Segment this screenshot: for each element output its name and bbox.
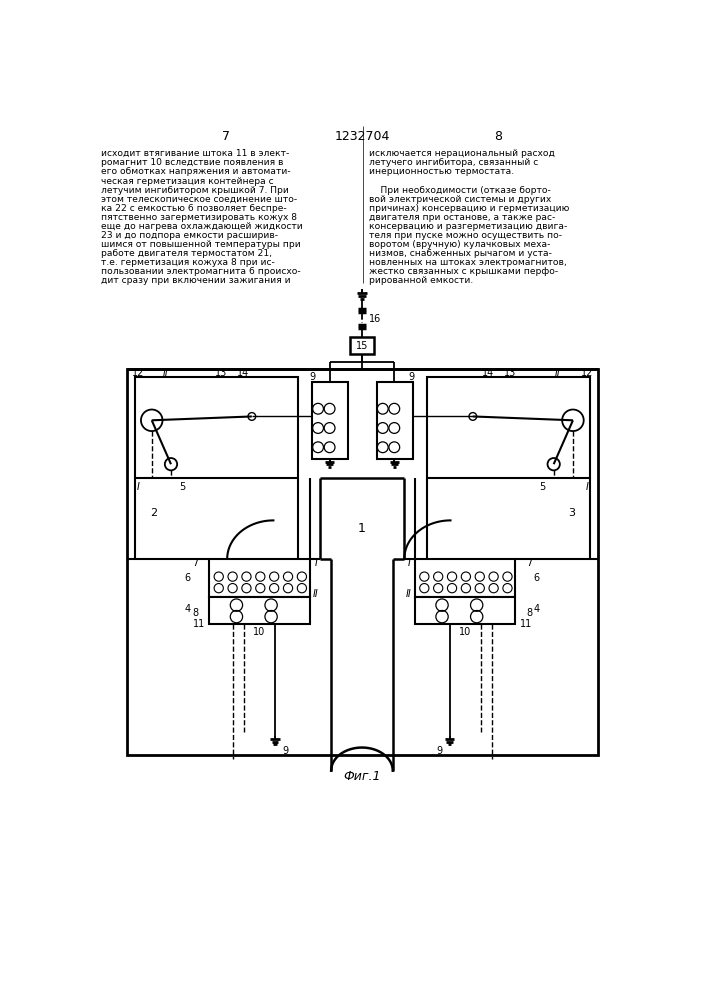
Text: 3: 3 <box>568 508 575 518</box>
Text: 4: 4 <box>534 604 540 614</box>
Text: ка 22 с емкостью 6 позволяет беспре-: ка 22 с емкостью 6 позволяет беспре- <box>101 204 286 213</box>
Text: двигателя при останове, а также рас-: двигателя при останове, а также рас- <box>369 213 555 222</box>
Text: 4: 4 <box>185 604 191 614</box>
Text: 11: 11 <box>520 619 532 629</box>
Text: II: II <box>406 589 411 599</box>
Bar <box>415 597 515 624</box>
Text: 16: 16 <box>369 314 381 324</box>
Text: рированной емкости.: рированной емкости. <box>369 276 473 285</box>
Text: новленных на штоках электромагнитов,: новленных на штоках электромагнитов, <box>369 258 566 267</box>
Text: теля при пуске можно осуществить по-: теля при пуске можно осуществить по- <box>369 231 562 240</box>
Text: 15: 15 <box>356 341 368 351</box>
Text: 8: 8 <box>494 130 502 143</box>
Text: низмов, снабженных рычагом и уста-: низмов, снабженных рычагом и уста- <box>369 249 551 258</box>
Bar <box>209 597 310 624</box>
Text: 7: 7 <box>526 558 532 568</box>
Text: 9: 9 <box>408 372 414 382</box>
Text: летучим ингибитором крышкой 7. При: летучим ингибитором крышкой 7. При <box>101 186 288 195</box>
Text: II: II <box>313 589 319 599</box>
Text: т.е. герметизация кожуха 8 при ис-: т.е. герметизация кожуха 8 при ис- <box>101 258 275 267</box>
Text: 1232704: 1232704 <box>334 130 390 143</box>
Bar <box>351 337 373 354</box>
Text: еще до нагрева охлаждающей жидкости: еще до нагрева охлаждающей жидкости <box>101 222 303 231</box>
Text: 14: 14 <box>482 368 494 378</box>
Text: 14: 14 <box>236 368 249 378</box>
Bar <box>135 377 298 478</box>
Text: 6: 6 <box>534 573 540 583</box>
Text: 11: 11 <box>192 619 205 629</box>
Text: Фиг.1: Фиг.1 <box>343 770 380 783</box>
Text: 10: 10 <box>459 627 472 637</box>
Text: инерционностью термостата.: инерционностью термостата. <box>369 167 514 176</box>
Bar <box>377 382 413 459</box>
Text: исходит втягивание штока 11 в элект-: исходит втягивание штока 11 в элект- <box>101 149 289 158</box>
Text: 12: 12 <box>580 368 593 378</box>
Text: 7: 7 <box>223 130 230 143</box>
Text: 12: 12 <box>132 368 144 378</box>
Text: воротом (вручную) кулачковых меха-: воротом (вручную) кулачковых меха- <box>369 240 550 249</box>
Text: II: II <box>555 368 561 378</box>
Text: летучего ингибитора, связанный с: летучего ингибитора, связанный с <box>369 158 538 167</box>
Text: дит сразу при включении зажигания и: дит сразу при включении зажигания и <box>101 276 291 285</box>
Bar <box>312 382 348 459</box>
Text: этом телескопическое соединение што-: этом телескопическое соединение што- <box>101 195 297 204</box>
Text: 9: 9 <box>310 372 316 382</box>
Text: 13: 13 <box>215 368 227 378</box>
Text: причинах) консервацию и герметизацию: причинах) консервацию и герметизацию <box>369 204 569 213</box>
Text: работе двигателя термостатом 21,: работе двигателя термостатом 21, <box>101 249 272 258</box>
Text: исключается нерациональный расход: исключается нерациональный расход <box>369 149 555 158</box>
Text: 5: 5 <box>180 482 186 492</box>
Text: 23 и до подпора емкости расширив-: 23 и до подпора емкости расширив- <box>101 231 278 240</box>
Text: I: I <box>136 482 139 492</box>
Text: 8: 8 <box>192 608 199 618</box>
Text: 13: 13 <box>503 368 516 378</box>
Text: I: I <box>585 482 588 492</box>
Text: 2: 2 <box>150 508 157 518</box>
Text: шимся от повышенной температуры при: шимся от повышенной температуры при <box>101 240 300 249</box>
Text: жестко связанных с крышками перфо-: жестко связанных с крышками перфо- <box>369 267 558 276</box>
Text: 6: 6 <box>185 573 191 583</box>
Bar <box>426 377 590 478</box>
Text: При необходимости (отказе борто-: При необходимости (отказе борто- <box>369 186 551 195</box>
Bar <box>415 559 515 597</box>
Bar <box>127 369 598 755</box>
Text: 1: 1 <box>358 522 366 535</box>
Text: ромагнит 10 вследствие появления в: ромагнит 10 вследствие появления в <box>101 158 284 167</box>
Bar <box>209 559 310 597</box>
Text: 9: 9 <box>283 746 288 756</box>
Text: пятственно загерметизировать кожух 8: пятственно загерметизировать кожух 8 <box>101 213 297 222</box>
Text: 10: 10 <box>253 627 266 637</box>
Text: вой электрической системы и других: вой электрической системы и других <box>369 195 551 204</box>
Text: I: I <box>407 558 410 568</box>
Text: 5: 5 <box>539 482 545 492</box>
Text: 9: 9 <box>436 746 442 756</box>
Text: ческая герметизация контейнера с: ческая герметизация контейнера с <box>101 177 274 186</box>
Text: II: II <box>163 368 168 378</box>
Text: I: I <box>315 558 317 568</box>
Text: пользовании электромагнита 6 происхо-: пользовании электромагнита 6 происхо- <box>101 267 300 276</box>
Text: 8: 8 <box>526 608 532 618</box>
Text: 7: 7 <box>192 558 199 568</box>
Text: консервацию и разгерметизацию двига-: консервацию и разгерметизацию двига- <box>369 222 567 231</box>
Text: его обмотках напряжения и автомати-: его обмотках напряжения и автомати- <box>101 167 291 176</box>
